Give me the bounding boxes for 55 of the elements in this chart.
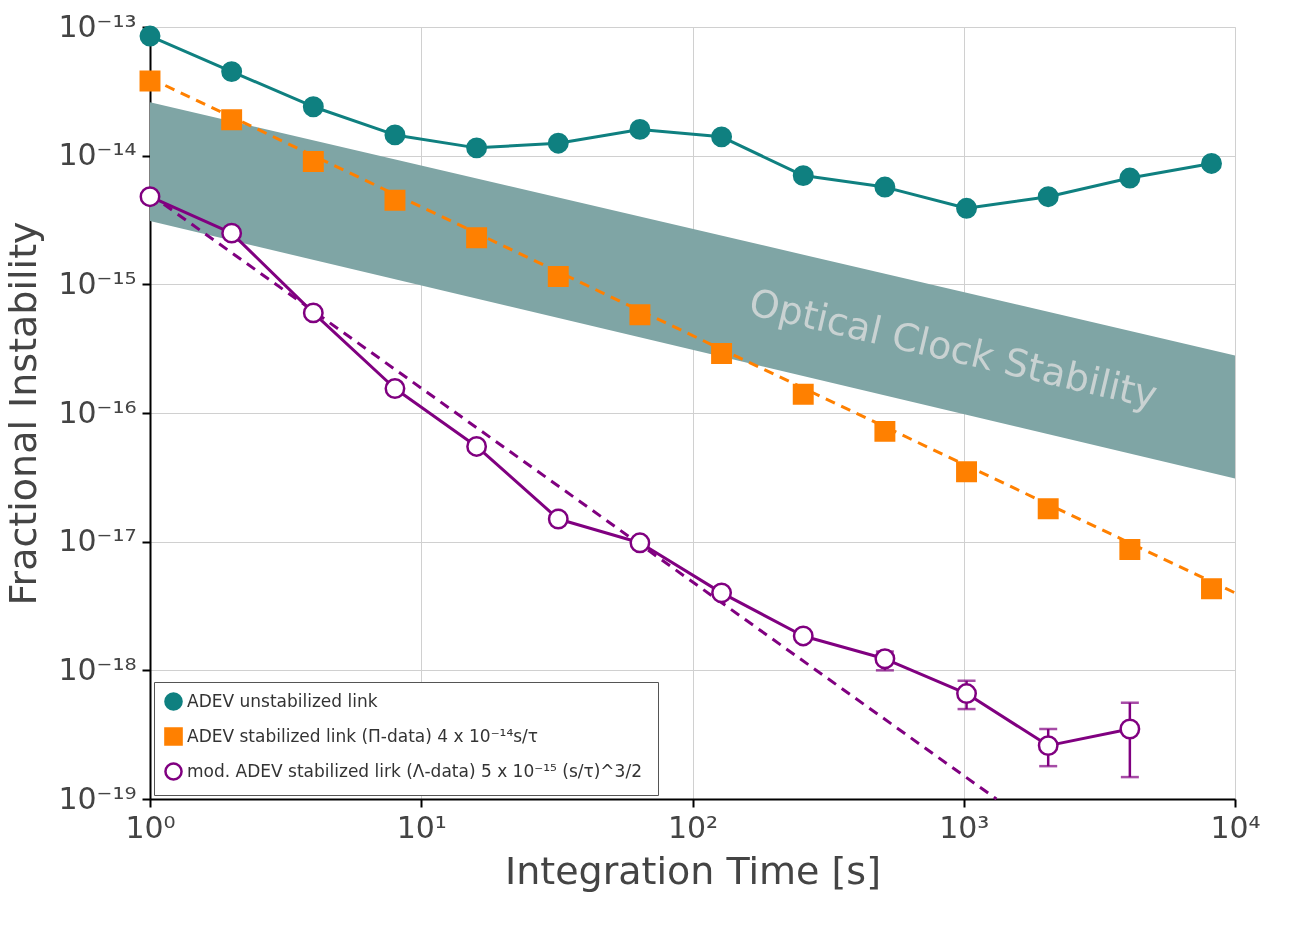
- point: [139, 25, 161, 47]
- y-tick-label: 10⁻¹⁴: [58, 137, 137, 173]
- y-tick-label: 10⁻¹⁵: [58, 265, 137, 301]
- point: [629, 118, 651, 140]
- y-tick-label: 10⁻¹³: [58, 8, 137, 44]
- point: [547, 266, 569, 287]
- x-axis-title: Integration Time [s]: [505, 848, 881, 893]
- point: [1119, 718, 1141, 740]
- point: [547, 508, 569, 530]
- point: [466, 137, 488, 159]
- point: [384, 189, 406, 211]
- y-tick-label: 10⁻¹⁶: [58, 394, 137, 430]
- legend-label: ADEV stabilized link (Π-data) 4 x 10⁻¹⁴s/τ: [187, 725, 539, 746]
- point: [711, 126, 733, 148]
- point: [221, 61, 243, 83]
- point: [302, 302, 324, 324]
- point: [139, 70, 161, 92]
- x-tick-label: 10³: [939, 809, 990, 845]
- point: [711, 582, 733, 604]
- point: [1201, 153, 1222, 174]
- y-tick-label: 10⁻¹⁷: [58, 523, 137, 559]
- point: [1119, 538, 1141, 560]
- point: [956, 197, 978, 219]
- point: [302, 96, 324, 118]
- point: [1037, 498, 1059, 520]
- point: [466, 435, 488, 457]
- point: [1037, 735, 1059, 757]
- point: [874, 420, 896, 442]
- point: [629, 304, 651, 326]
- point: [711, 343, 733, 364]
- point: [792, 165, 814, 187]
- point: [221, 222, 243, 244]
- point: [1037, 186, 1059, 208]
- y-axis-title: Fractional Instability: [1, 221, 46, 606]
- point: [384, 124, 406, 146]
- point: [792, 383, 814, 405]
- point: [792, 625, 814, 647]
- point: [629, 532, 651, 554]
- x-tick-label: 10¹: [396, 809, 447, 845]
- point: [466, 227, 488, 249]
- point: [1201, 578, 1222, 600]
- point: [956, 461, 978, 483]
- point: [302, 151, 324, 173]
- x-tick-label: 10²: [667, 809, 719, 845]
- point: [384, 378, 406, 399]
- legend-label: mod. ADEV stabilized lirk (Λ-data) 5 x 10⁻¹⁵ (s/τ)^3/2: [187, 760, 642, 781]
- point: [139, 186, 161, 208]
- point: [956, 683, 978, 704]
- point: [221, 109, 243, 131]
- point: [874, 176, 896, 198]
- point: [547, 132, 569, 154]
- x-tick-label: 10⁴: [1210, 809, 1261, 845]
- y-tick-label: 10⁻¹⁸: [58, 651, 137, 687]
- point: [1119, 167, 1141, 189]
- legend-label: ADEV unstabilized link: [187, 690, 378, 711]
